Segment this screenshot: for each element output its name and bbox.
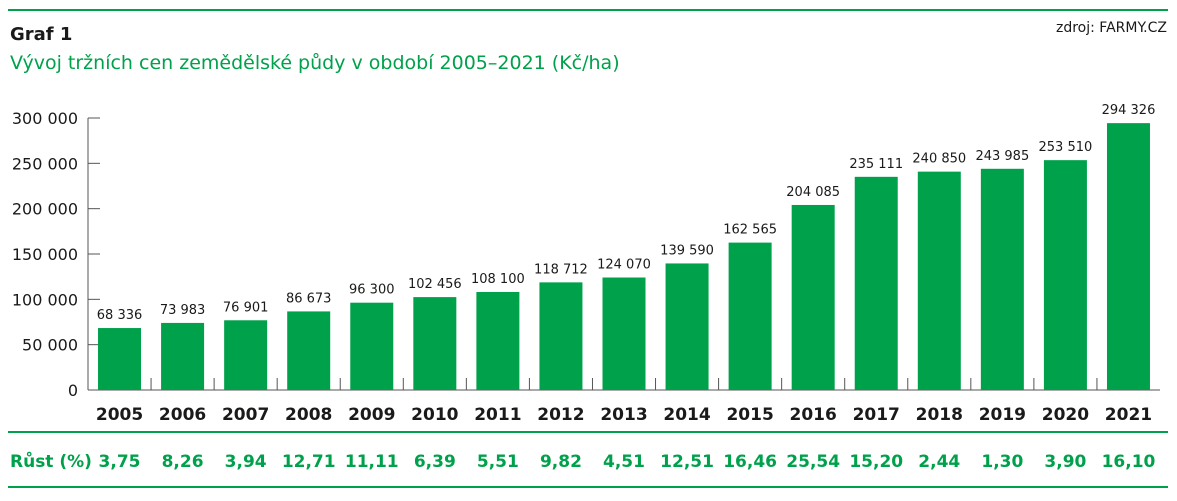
x-tick-label: 2012 — [537, 405, 584, 425]
growth-value: 15,20 — [849, 452, 904, 472]
bar-value-label: 243 985 — [975, 149, 1029, 164]
x-tick-label: 2006 — [159, 405, 206, 425]
bar-value-label: 73 983 — [160, 303, 206, 318]
bar — [602, 277, 646, 390]
x-tick-label: 2007 — [222, 405, 269, 425]
growth-value: 1,30 — [981, 452, 1024, 472]
bar-value-label: 124 070 — [597, 258, 651, 273]
x-tick-label: 2021 — [1105, 405, 1152, 425]
growth-row-label: Růst (%) — [10, 452, 92, 472]
bar — [413, 297, 457, 390]
y-tick-label: 250 000 — [12, 154, 78, 173]
growth-value: 2,44 — [918, 452, 961, 472]
y-tick-label: 50 000 — [22, 336, 78, 355]
x-tick-label: 2014 — [663, 405, 710, 425]
bar — [917, 171, 961, 390]
bar-value-label: 86 673 — [286, 291, 332, 306]
bar-value-label: 68 336 — [97, 308, 143, 323]
figure-label: Graf 1 — [10, 24, 73, 45]
bar-value-label: 96 300 — [349, 283, 395, 298]
bar-chart: 0 50 000 100 000 150 000 200 000 250 000 300 0… — [12, 103, 1160, 425]
bar — [476, 291, 520, 390]
growth-value: 5,51 — [476, 452, 519, 472]
bar-value-label: 204 085 — [786, 185, 840, 200]
x-tick-label: 2009 — [348, 405, 395, 425]
x-tick-label: 2016 — [790, 405, 837, 425]
bar — [980, 168, 1024, 390]
y-tick-label: 100 000 — [12, 290, 78, 309]
top-rule — [8, 9, 1168, 11]
bar — [98, 328, 142, 390]
growth-value: 3,94 — [224, 452, 267, 472]
y-tick-label: 200 000 — [12, 200, 78, 219]
x-tick-label: 2005 — [96, 405, 143, 425]
bar-value-label: 294 326 — [1102, 103, 1156, 118]
y-tick-label: 0 — [68, 381, 78, 400]
growth-value: 3,75 — [98, 452, 141, 472]
growth-value: 12,71 — [281, 452, 336, 472]
y-tick-label: 150 000 — [12, 245, 78, 264]
growth-value: 3,90 — [1044, 452, 1087, 472]
bar — [854, 176, 898, 390]
growth-value: 8,26 — [161, 452, 204, 472]
x-tick-label: 2015 — [726, 405, 773, 425]
bar-value-label: 76 901 — [223, 300, 269, 315]
x-tick-label: 2008 — [285, 405, 332, 425]
bar-value-label: 139 590 — [660, 243, 714, 258]
bar — [1043, 160, 1087, 390]
bar-value-label: 240 850 — [912, 152, 966, 167]
bottom-rule — [8, 486, 1168, 488]
bar-value-label: 102 456 — [408, 277, 462, 292]
x-tick-label: 2013 — [600, 405, 647, 425]
bar — [287, 311, 331, 390]
y-tick-label: 300 000 — [12, 109, 78, 128]
growth-value: 16,10 — [1101, 452, 1156, 472]
source-note: zdroj: FARMY.CZ — [1056, 20, 1167, 36]
chart-title: Vývoj tržních cen zemědělské půdy v obdo… — [10, 52, 620, 74]
x-tick-label: 2017 — [853, 405, 900, 425]
bar-value-label: 253 510 — [1039, 140, 1093, 155]
growth-value: 4,51 — [603, 452, 645, 472]
bar — [1106, 123, 1150, 391]
growth-value: 25,54 — [786, 452, 841, 472]
growth-value: 12,51 — [660, 452, 714, 472]
x-tick-label: 2011 — [474, 405, 521, 425]
growth-value: 16,46 — [723, 452, 777, 472]
bar — [224, 320, 268, 390]
x-tick-label: 2010 — [411, 405, 458, 425]
bar — [539, 282, 583, 390]
bar — [350, 302, 394, 390]
bar — [161, 322, 205, 390]
bar — [728, 242, 772, 390]
bar-value-label: 162 565 — [723, 223, 777, 238]
growth-value: 11,11 — [344, 452, 399, 472]
middle-rule — [8, 431, 1168, 433]
x-tick-label: 2018 — [916, 405, 963, 425]
growth-value: 9,82 — [539, 452, 582, 472]
bar-value-label: 235 111 — [849, 157, 903, 172]
bar — [665, 263, 709, 390]
bar-value-label: 108 100 — [471, 272, 525, 287]
x-tick-label: 2019 — [979, 405, 1026, 425]
x-tick-label: 2020 — [1042, 405, 1089, 425]
bar-value-label: 118 712 — [534, 262, 588, 277]
growth-value: 6,39 — [413, 452, 456, 472]
bar — [791, 204, 835, 390]
